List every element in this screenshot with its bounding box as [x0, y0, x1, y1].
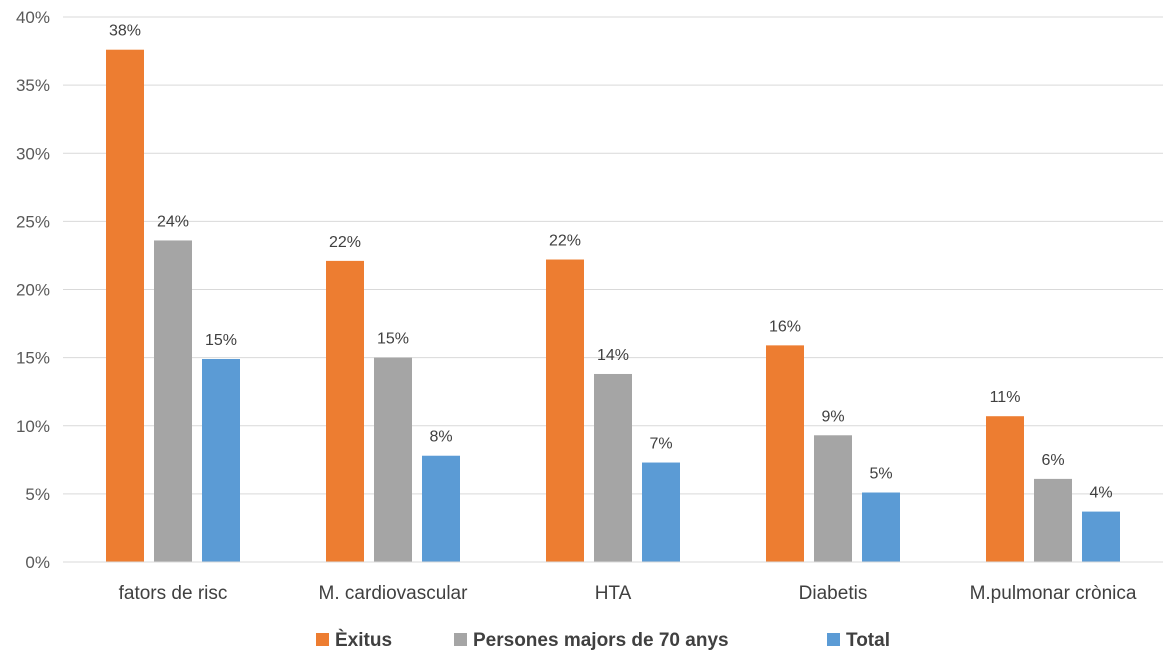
y-tick-label: 35% — [16, 76, 50, 95]
legend-label: Èxitus — [335, 629, 392, 651]
x-category-label: Diabetis — [799, 583, 868, 604]
y-tick-label: 0% — [25, 553, 50, 572]
data-label: 9% — [821, 408, 844, 425]
y-tick-label: 5% — [25, 485, 50, 504]
data-label: 5% — [869, 466, 892, 483]
data-label: 15% — [205, 332, 237, 349]
bar-exitus — [106, 49, 144, 562]
bar-exitus — [766, 345, 804, 562]
bar-total — [202, 358, 240, 562]
data-label: 14% — [597, 347, 629, 364]
data-label: 15% — [377, 331, 409, 348]
data-label: 6% — [1041, 452, 1064, 469]
data-label: 22% — [549, 233, 581, 250]
bar-exitus — [986, 416, 1024, 562]
y-tick-label: 25% — [16, 212, 50, 231]
x-category-label: fators de risc — [119, 583, 228, 604]
data-label: 16% — [769, 318, 801, 335]
data-label: 7% — [649, 436, 672, 453]
gridlines — [63, 16, 1163, 563]
bar-total — [862, 492, 900, 562]
y-tick-label: 40% — [16, 8, 50, 27]
x-category-label: M.pulmonar crònica — [970, 583, 1137, 604]
bar-persones-majors — [154, 240, 192, 562]
bar-persones-majors — [594, 373, 632, 562]
data-label: 11% — [990, 389, 1021, 406]
legend: Èxitus Persones majors de 70 anys Total — [316, 629, 890, 651]
bar-total — [422, 455, 460, 562]
y-tick-label: 10% — [16, 417, 50, 436]
legend-swatch — [827, 633, 840, 646]
data-label: 22% — [329, 234, 361, 251]
bar-persones-majors — [374, 357, 412, 562]
x-axis: fators de risc M. cardiovascular HTA Diabet… — [63, 561, 1163, 604]
data-label: 4% — [1089, 485, 1112, 502]
data-labels: 38% 24% 15% 22% 15% 8% 22% 14% 7% 16% 9% 5% 11% 6% 4% — [109, 23, 1113, 502]
data-label: 38% — [109, 23, 141, 40]
data-label: 24% — [157, 213, 189, 230]
y-axis: 0% 5% 10% 15% 20% 25% 30% 35% 40% — [16, 8, 50, 572]
legend-swatch — [316, 633, 329, 646]
bars — [106, 49, 1120, 562]
y-tick-label: 30% — [16, 144, 50, 163]
x-category-label: HTA — [595, 583, 632, 604]
data-label: 8% — [429, 429, 452, 446]
bar-total — [642, 462, 680, 562]
legend-label: Persones majors de 70 anys — [473, 630, 729, 651]
y-tick-label: 20% — [16, 281, 50, 300]
y-tick-label: 15% — [16, 349, 50, 368]
legend-swatch — [454, 633, 467, 646]
bar-exitus — [546, 259, 584, 562]
bar-persones-majors — [1034, 478, 1072, 562]
legend-label: Total — [846, 630, 890, 651]
bar-exitus — [326, 260, 364, 562]
bar-persones-majors — [814, 435, 852, 562]
x-category-label: M. cardiovascular — [319, 583, 469, 604]
bar-total — [1082, 511, 1120, 562]
